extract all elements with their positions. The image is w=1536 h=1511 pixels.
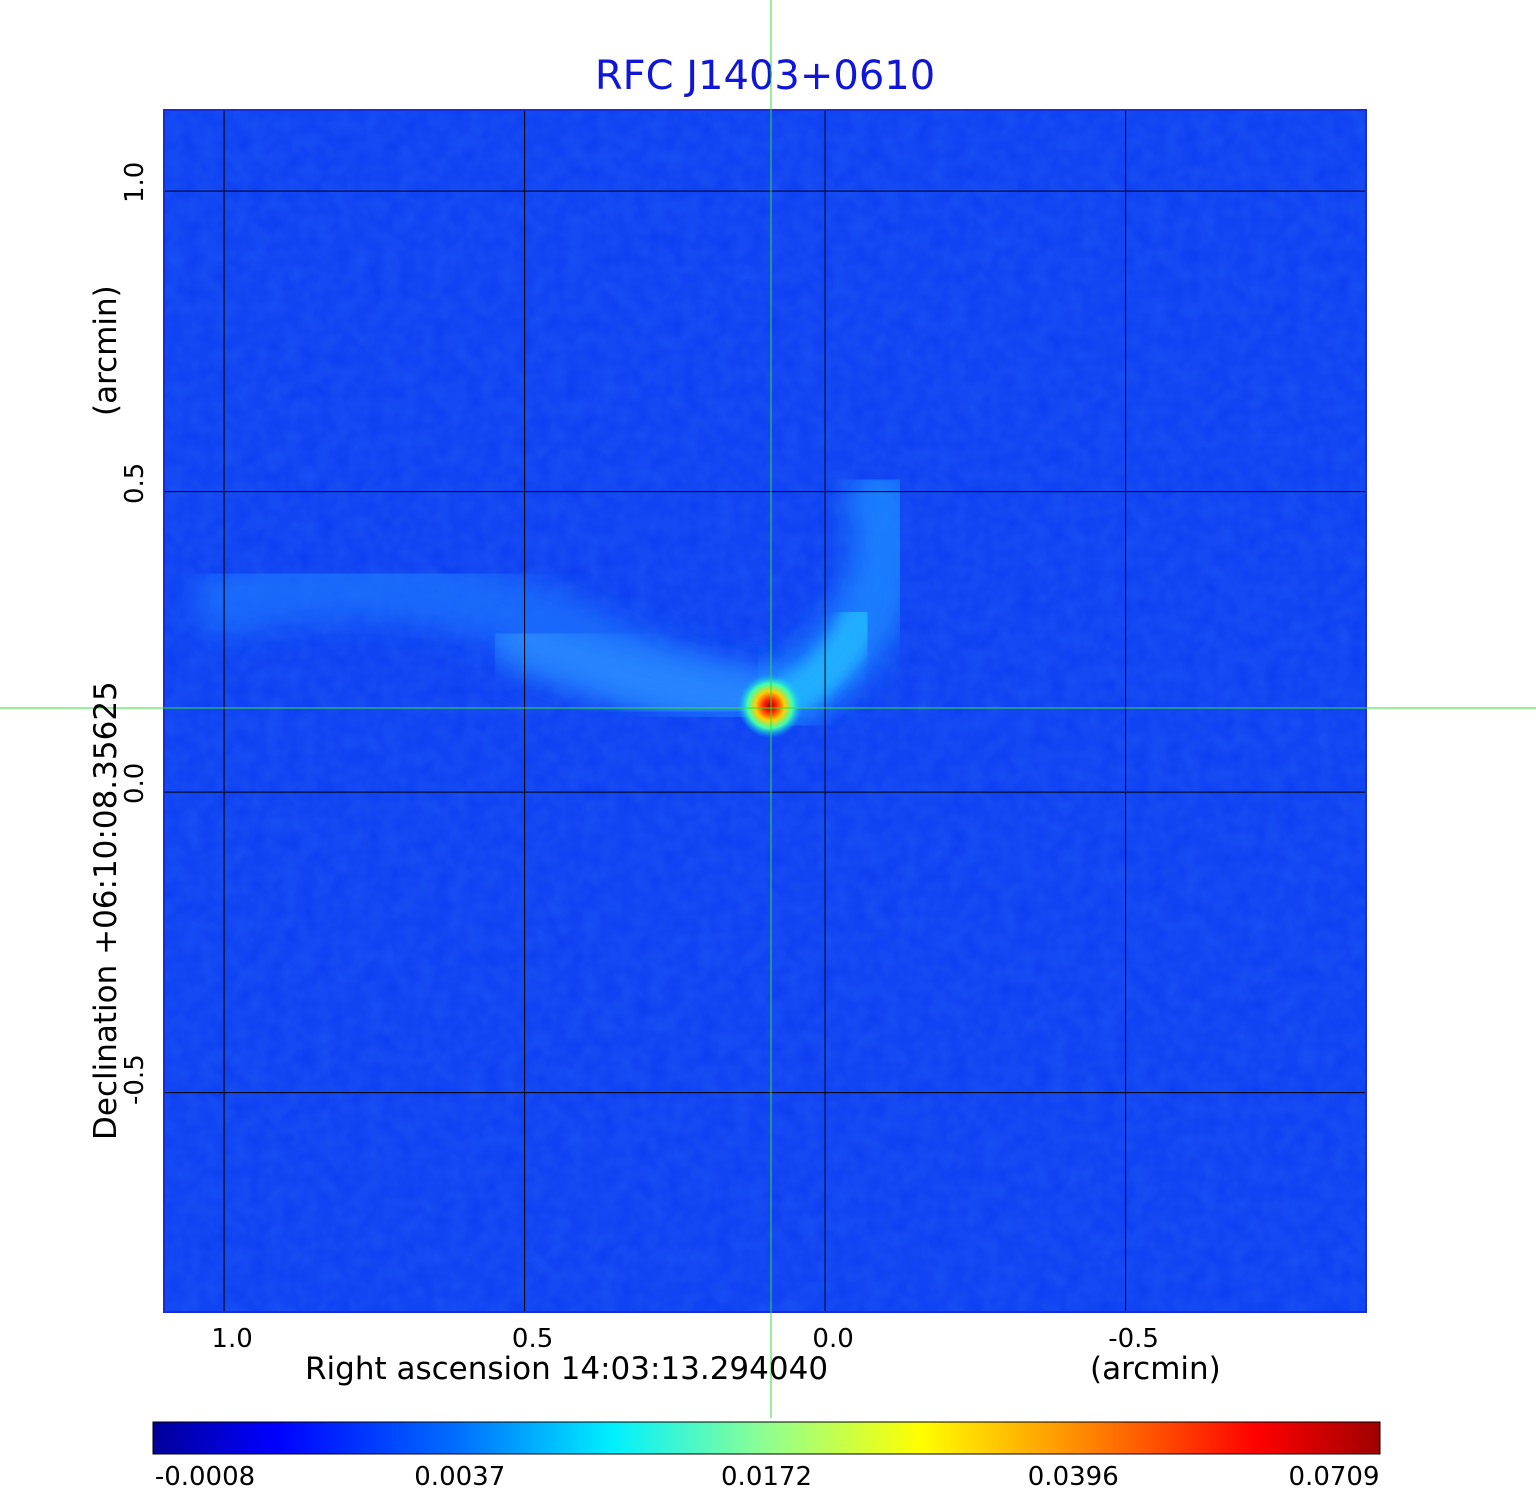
- plot-title: RFC J1403+0610: [594, 53, 936, 99]
- x-axis-label: Right ascension 14:03:13.294040: [305, 1351, 829, 1387]
- colorbar-tick-label: 0.0037: [414, 1462, 506, 1492]
- y-tick-label: 1.0: [120, 161, 150, 204]
- y-tick-label: 0.0: [120, 762, 150, 805]
- coordinate-grid: [164, 110, 1366, 1312]
- x-tick-label: 0.0: [812, 1324, 854, 1354]
- y-tick-label: -0.5: [120, 1053, 150, 1105]
- colorbar-tick-label: 0.0709: [1288, 1462, 1380, 1492]
- x-tick-label: 1.0: [211, 1324, 253, 1354]
- map-frame: [163, 109, 1367, 1313]
- x-tick-label: -0.5: [1108, 1324, 1159, 1354]
- extended-emission: [195, 465, 923, 740]
- x-tick-label: 0.5: [511, 1324, 554, 1354]
- x-axis-unit: (arcmin): [1090, 1351, 1221, 1387]
- colorbar-tick-label: -0.0008: [154, 1462, 256, 1492]
- colorbar-tick-label: 0.0172: [721, 1462, 812, 1492]
- y-axis-unit: (arcmin): [88, 285, 124, 416]
- point-source: [738, 674, 802, 738]
- colorbar: [152, 1421, 1381, 1455]
- colorbar-tick-label: 0.0396: [1027, 1462, 1119, 1492]
- y-axis-label: Declination +06:10:08.35625: [88, 681, 124, 1140]
- crosshair: [0, 0, 1536, 1418]
- y-tick-label: 0.5: [120, 462, 150, 504]
